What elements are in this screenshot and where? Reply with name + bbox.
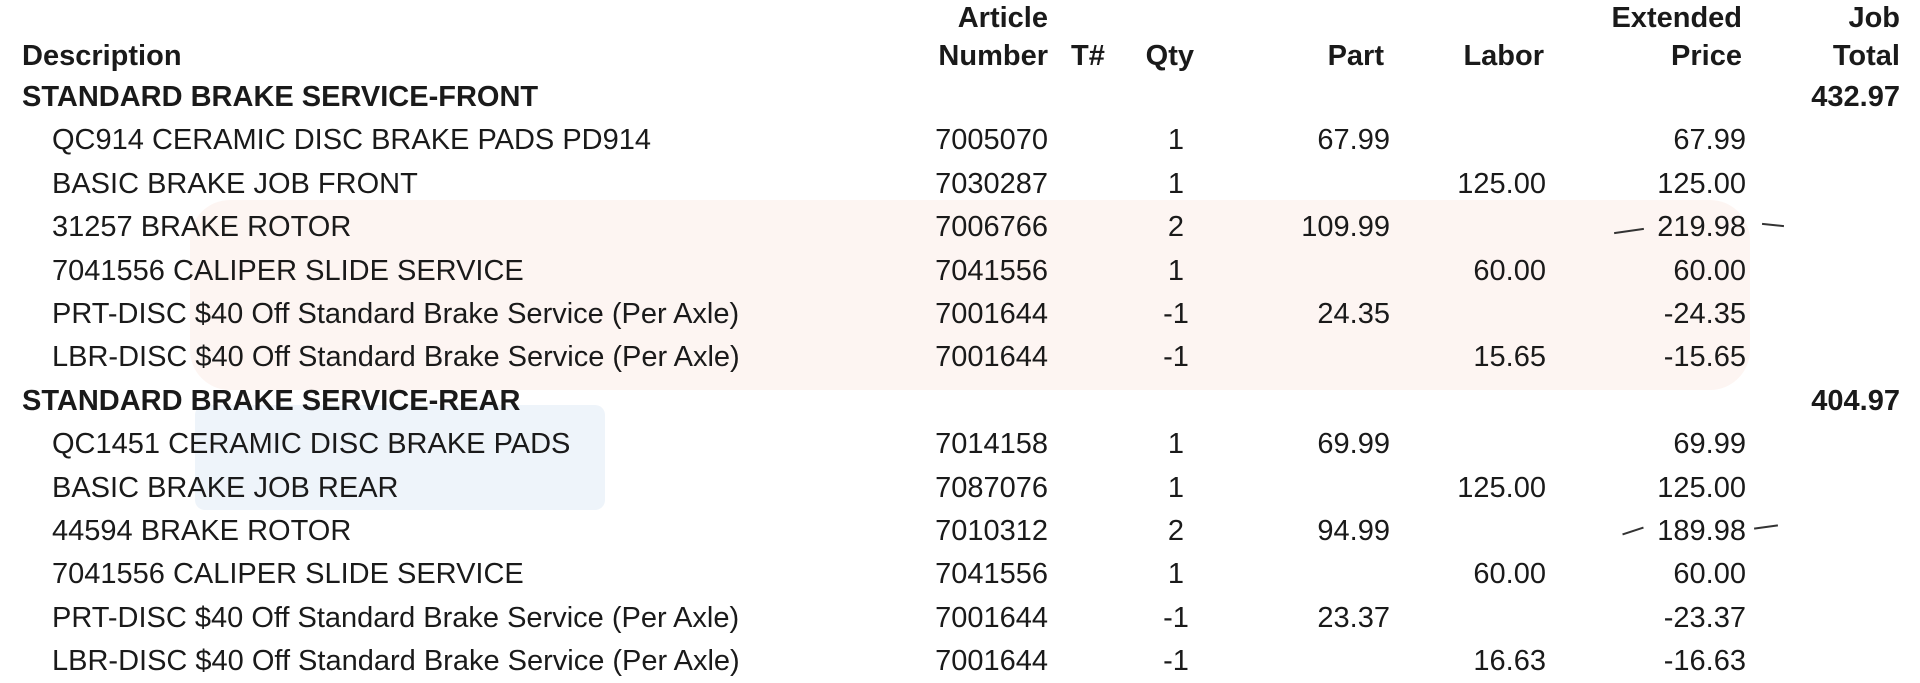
cell-article: 7010312 xyxy=(935,515,1048,547)
cell-part: 67.99 xyxy=(1317,124,1390,157)
header-t-number: T# xyxy=(1071,40,1105,72)
cell-extended: -24.35 xyxy=(1663,298,1746,330)
cell-description: PRT-DISC $40 Off Standard Brake Service … xyxy=(52,298,740,330)
cell-article: 7014158 xyxy=(935,428,1048,461)
cell-article: 7006766 xyxy=(935,211,1048,244)
cell-part: 23.37 xyxy=(1317,601,1390,634)
header-qty: Qty xyxy=(1145,40,1194,72)
group-title: STANDARD BRAKE SERVICE-REAR xyxy=(22,384,521,417)
job-total: 432.97 xyxy=(1811,81,1900,113)
cell-description: 7041556 CALIPER SLIDE SERVICE xyxy=(52,558,524,591)
cell-labor: 60.00 xyxy=(1473,558,1546,591)
table-row: 44594 BRAKE ROTOR 7010312 2 94.99 189.98 xyxy=(0,510,1920,553)
header-job-bottom: Total xyxy=(1832,40,1900,72)
cell-description: BASIC BRAKE JOB FRONT xyxy=(52,167,418,200)
table-row: QC914 CERAMIC DISC BRAKE PADS PD914 70050… xyxy=(0,119,1920,162)
watermark-logo-badge xyxy=(195,405,605,510)
table-row: 7041556 CALIPER SLIDE SERVICE 7041556 1 60.… xyxy=(0,250,1920,293)
header-article-bottom: Number xyxy=(938,40,1048,72)
cell-part: 94.99 xyxy=(1317,515,1390,547)
cell-description: 7041556 CALIPER SLIDE SERVICE xyxy=(52,254,524,287)
cell-qty: -1 xyxy=(1163,645,1189,678)
group-row: STANDARD BRAKE SERVICE-REAR 404.97 xyxy=(0,380,1920,423)
cell-extended: 219.98 xyxy=(1657,211,1746,244)
cell-extended: 67.99 xyxy=(1673,124,1746,157)
cell-article: 7041556 xyxy=(935,254,1048,287)
cell-article: 7030287 xyxy=(935,167,1048,200)
cell-extended: 60.00 xyxy=(1673,558,1746,591)
header-job-top: Job xyxy=(1848,2,1900,34)
table-row: BASIC BRAKE JOB REAR 7087076 1 125.00 125.00 xyxy=(0,467,1920,510)
cell-extended: -15.65 xyxy=(1663,341,1746,374)
cell-description: QC914 CERAMIC DISC BRAKE PADS PD914 xyxy=(52,124,651,157)
cell-qty: 2 xyxy=(1167,515,1185,547)
cell-description: PRT-DISC $40 Off Standard Brake Service … xyxy=(52,601,740,634)
cell-qty: -1 xyxy=(1163,601,1189,634)
table-row: BASIC BRAKE JOB FRONT 7030287 1 125.00 125.0… xyxy=(0,163,1920,206)
cell-part: 69.99 xyxy=(1317,428,1390,461)
cell-labor: 16.63 xyxy=(1473,645,1546,678)
cell-qty: 1 xyxy=(1167,558,1185,591)
cell-description: LBR-DISC $40 Off Standard Brake Service … xyxy=(52,341,740,374)
cell-description: QC1451 CERAMIC DISC BRAKE PADS xyxy=(52,428,571,461)
cell-article: 7005070 xyxy=(935,124,1048,157)
header-extended-bottom: Price xyxy=(1671,40,1742,72)
header-part: Part xyxy=(1327,40,1384,72)
cell-labor: 125.00 xyxy=(1457,471,1546,504)
cell-extended: 125.00 xyxy=(1657,471,1746,504)
cell-qty: -1 xyxy=(1163,341,1189,374)
cell-article: 7001644 xyxy=(935,298,1048,330)
cell-article: 7001644 xyxy=(935,341,1048,374)
cell-description: BASIC BRAKE JOB REAR xyxy=(52,471,399,504)
cell-part: 24.35 xyxy=(1317,298,1390,330)
cell-extended: 189.98 xyxy=(1657,515,1746,547)
header-article-top: Article xyxy=(957,2,1048,34)
cell-qty: 1 xyxy=(1167,167,1185,200)
cell-article: 7041556 xyxy=(935,558,1048,591)
cell-article: 7001644 xyxy=(935,601,1048,634)
cell-article: 7001644 xyxy=(935,645,1048,678)
cell-description: LBR-DISC $40 Off Standard Brake Service … xyxy=(52,645,740,678)
cell-qty: 2 xyxy=(1167,211,1185,244)
cell-qty: 1 xyxy=(1167,124,1185,157)
cell-qty: -1 xyxy=(1163,298,1189,330)
cell-extended: 60.00 xyxy=(1673,254,1746,287)
table-row: PRT-DISC $40 Off Standard Brake Service … xyxy=(0,293,1920,336)
cell-extended: -16.63 xyxy=(1663,645,1746,678)
cell-extended: 69.99 xyxy=(1673,428,1746,461)
group-row: STANDARD BRAKE SERVICE-FRONT 432.97 xyxy=(0,76,1920,119)
table-row: 31257 BRAKE ROTOR 7006766 2 109.99 219.98 xyxy=(0,206,1920,249)
watermark-logo xyxy=(190,200,1750,390)
header-extended-top: Extended xyxy=(1611,2,1742,34)
table-row: 7041556 CALIPER SLIDE SERVICE 7041556 1 60.… xyxy=(0,553,1920,596)
cell-qty: 1 xyxy=(1167,254,1185,287)
cell-qty: 1 xyxy=(1167,428,1185,461)
header-labor: Labor xyxy=(1463,40,1544,72)
cell-extended: -23.37 xyxy=(1663,601,1746,634)
cell-article: 7087076 xyxy=(935,471,1048,504)
cell-labor: 125.00 xyxy=(1457,167,1546,200)
job-total: 404.97 xyxy=(1811,384,1900,417)
cell-part: 109.99 xyxy=(1301,211,1390,244)
group-title: STANDARD BRAKE SERVICE-FRONT xyxy=(22,81,539,113)
cell-labor: 15.65 xyxy=(1473,341,1546,374)
table-row: LBR-DISC $40 Off Standard Brake Service … xyxy=(0,336,1920,379)
cell-extended: 125.00 xyxy=(1657,167,1746,200)
cell-description: 44594 BRAKE ROTOR xyxy=(52,515,352,547)
table-row: PRT-DISC $40 Off Standard Brake Service … xyxy=(0,597,1920,640)
cell-labor: 60.00 xyxy=(1473,254,1546,287)
table-row: QC1451 CERAMIC DISC BRAKE PADS 7014158 1 69… xyxy=(0,423,1920,466)
header-description: Description xyxy=(22,40,182,72)
table-row: LBR-DISC $40 Off Standard Brake Service … xyxy=(0,640,1920,683)
cell-description: 31257 BRAKE ROTOR xyxy=(52,211,352,244)
cell-qty: 1 xyxy=(1167,471,1185,504)
